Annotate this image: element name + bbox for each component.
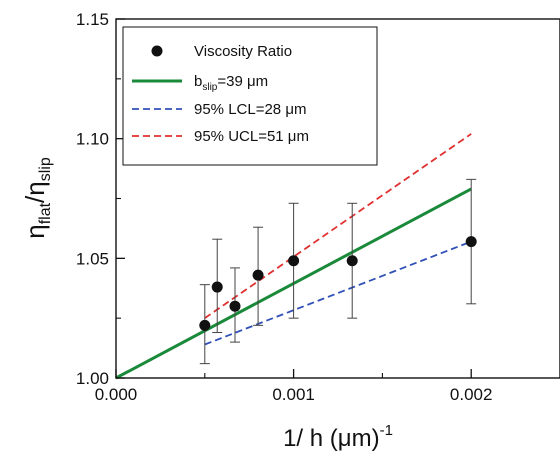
x-tick-label: 0.002: [450, 385, 493, 404]
axis-ticks: 0.000 0.001 0.002 1.00 1.05 1.10 1.15: [76, 10, 493, 404]
x-axis-title-unit: μm: [338, 425, 372, 452]
legend-label-rest: =39 μm: [217, 73, 268, 90]
x-tick-label: 0.000: [95, 385, 138, 404]
y-tick-label: 1.10: [76, 130, 109, 149]
y-tick-label: 1.15: [76, 10, 109, 29]
y-axis-title-num-sub: flat: [37, 202, 54, 224]
legend: Viscosity Ratio bslip=39 μm 95% LCL=28 μm 9…: [122, 26, 378, 166]
data-point: [229, 300, 241, 312]
data-point: [252, 269, 264, 281]
x-tick-label: 0.001: [272, 385, 315, 404]
legend-label-1: bslip=39 μm: [194, 73, 268, 93]
legend-label-2: 95% LCL=28 μm: [194, 101, 306, 118]
legend-marker-points: [151, 45, 163, 57]
series-line-2: [204, 240, 472, 346]
data-point: [288, 255, 300, 267]
x-axis-title-sup: -1: [380, 422, 393, 439]
legend-box: [122, 26, 378, 166]
y-tick-label: 1.05: [76, 249, 109, 268]
data-point: [199, 319, 211, 331]
legend-label-main: 95% UCL=51 μm: [194, 128, 309, 145]
y-axis-title: ηflat/ηslip: [20, 157, 54, 239]
data-point: [465, 236, 477, 248]
y-axis-title-num: η: [20, 224, 50, 238]
x-axis-title-base: 1/ h (: [283, 425, 338, 452]
x-axis-title: 1/ h (μm)-1: [283, 422, 393, 452]
legend-label-sub: slip: [202, 82, 217, 93]
legend-label-3: 95% UCL=51 μm: [194, 128, 309, 145]
data-point: [211, 281, 223, 293]
series-line-3: [204, 133, 472, 319]
legend-label-main: b: [194, 73, 202, 90]
plot-area: [115, 133, 477, 380]
data-point: [346, 255, 358, 267]
y-axis-title-den: η: [20, 181, 50, 195]
legend-label-points: Viscosity Ratio: [194, 43, 292, 60]
legend-label-main: 95% LCL=28 μm: [194, 101, 306, 118]
x-axis-title-close: ): [372, 425, 380, 452]
y-tick-label: 1.00: [76, 369, 109, 388]
y-axis-title-sep: /: [20, 195, 50, 203]
y-axis-title-den-sub: slip: [37, 157, 54, 181]
